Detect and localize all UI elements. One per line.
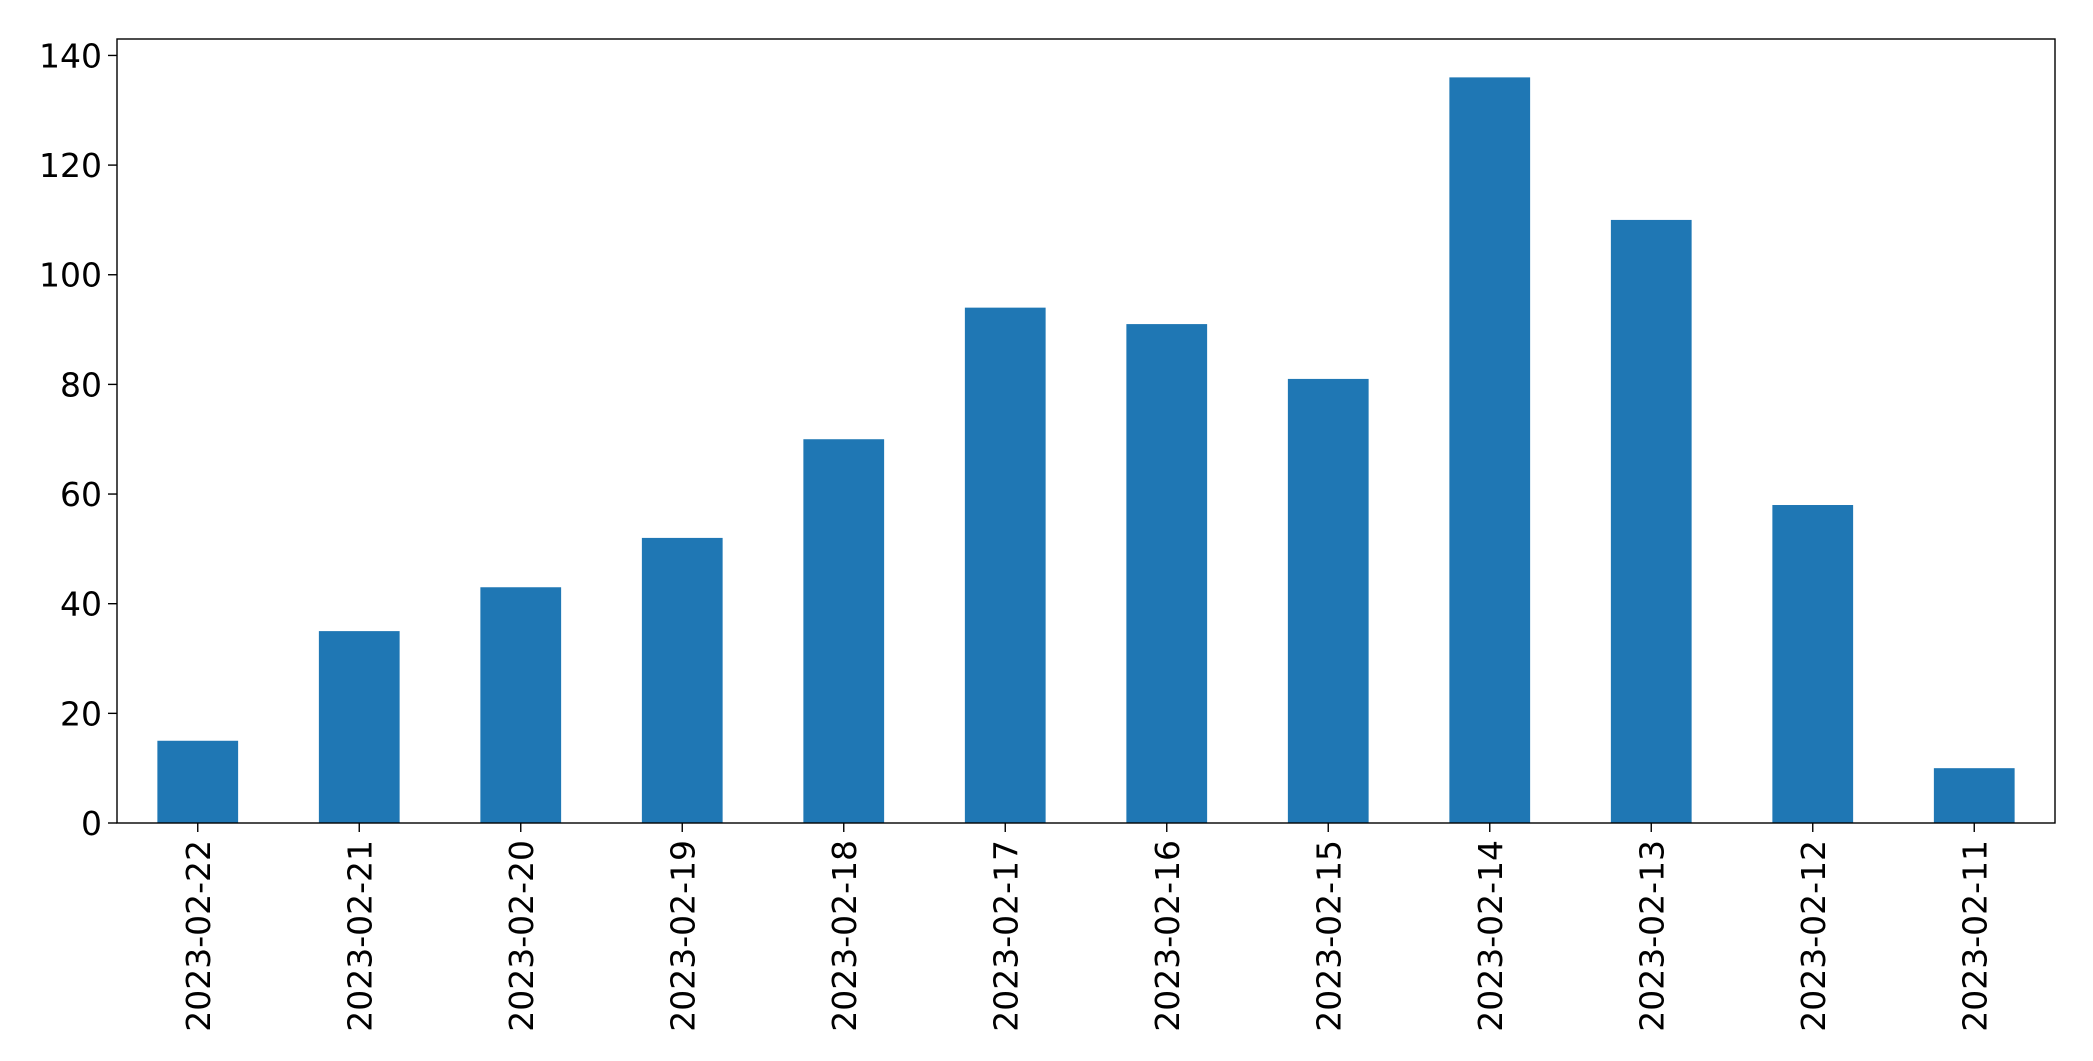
x-tick-label: 2023-02-22 xyxy=(179,840,218,1032)
bar-2023-02-12 xyxy=(1772,505,1854,823)
y-tick-label: 40 xyxy=(60,585,102,624)
y-tick-label: 120 xyxy=(39,146,102,185)
bar-2023-02-13 xyxy=(1610,219,1692,823)
bars-group xyxy=(157,77,2015,823)
bar-2023-02-19 xyxy=(641,537,723,823)
x-tick-label: 2023-02-16 xyxy=(1148,840,1187,1032)
y-tick-label: 20 xyxy=(60,694,102,733)
bar-2023-02-17 xyxy=(964,307,1046,823)
y-tick-label: 0 xyxy=(81,804,102,843)
x-tick-label: 2023-02-20 xyxy=(502,840,541,1032)
x-tick-label: 2023-02-11 xyxy=(1955,840,1994,1032)
bar-2023-02-14 xyxy=(1449,77,1531,823)
x-tick-label: 2023-02-13 xyxy=(1632,840,1671,1032)
bar-2023-02-22 xyxy=(157,740,239,823)
x-tick-label: 2023-02-14 xyxy=(1471,840,1510,1032)
y-tick-label: 60 xyxy=(60,475,102,514)
bar-2023-02-11 xyxy=(1933,768,2015,823)
y-axis: 0 20 40 60 80 100 120 140 xyxy=(39,36,117,843)
bar-2023-02-21 xyxy=(318,631,400,823)
x-tick-label: 2023-02-21 xyxy=(340,840,379,1032)
x-tick-label: 2023-02-18 xyxy=(825,840,864,1032)
bar-2023-02-15 xyxy=(1287,378,1369,823)
bar-2023-02-20 xyxy=(480,587,562,823)
plot-frame xyxy=(116,38,2056,824)
x-tick-label: 2023-02-17 xyxy=(986,840,1025,1032)
bar-2023-02-18 xyxy=(803,439,885,823)
x-tick-label: 2023-02-15 xyxy=(1309,840,1348,1032)
y-tick-label: 100 xyxy=(39,256,102,295)
x-tick-label: 2023-02-12 xyxy=(1794,840,1833,1032)
y-tick-label: 140 xyxy=(39,36,102,75)
y-tick-label: 80 xyxy=(60,365,102,404)
x-axis: 2023-02-22 2023-02-21 2023-02-20 2023-02-19… xyxy=(179,823,1994,1032)
x-tick-label: 2023-02-19 xyxy=(663,840,702,1032)
bar-2023-02-16 xyxy=(1126,324,1208,823)
